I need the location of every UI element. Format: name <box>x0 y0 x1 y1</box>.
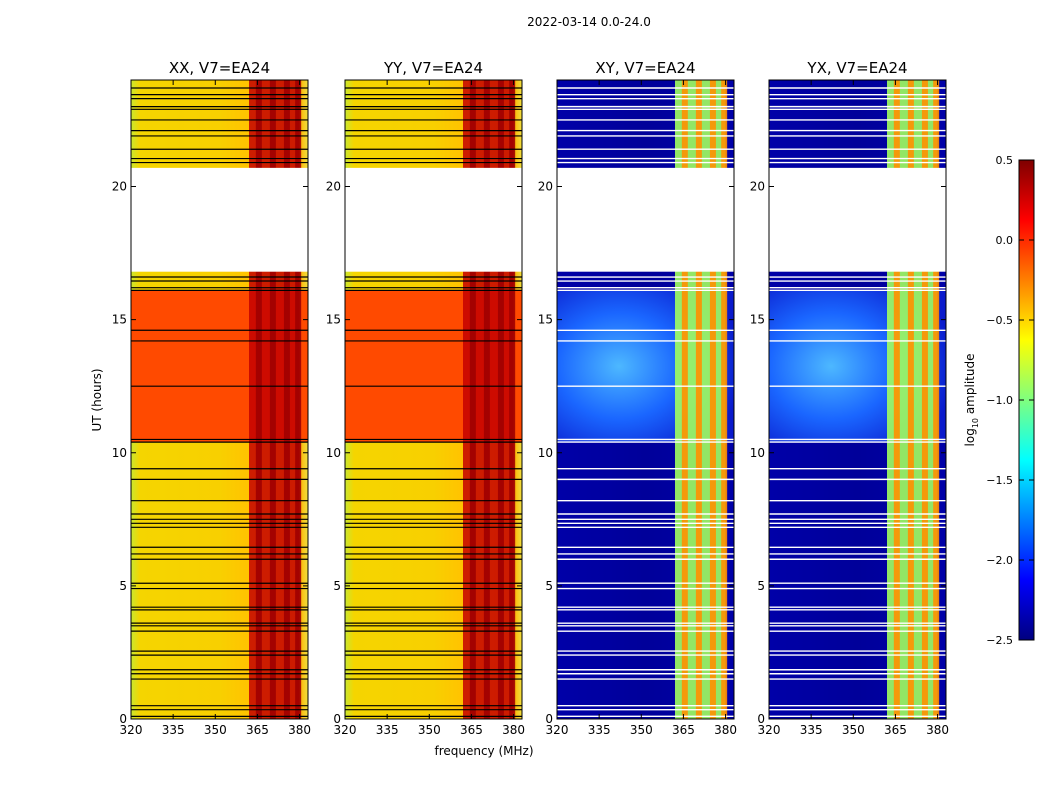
x-tick-label: 380 <box>714 723 737 737</box>
x-tick-label: 365 <box>884 723 907 737</box>
x-tick-label: 380 <box>926 723 949 737</box>
data-gap <box>131 167 308 272</box>
colorbar-tick-label: −1.0 <box>986 394 1013 407</box>
x-tick-label: 335 <box>376 723 399 737</box>
x-tick-label: 335 <box>588 723 611 737</box>
x-tick-label: 350 <box>842 723 865 737</box>
colorbar-ticks: 0.5 0.0 −0.5 −1.0 −1.5 −2.0 −2.5 <box>986 154 1034 647</box>
x-tick-label: 380 <box>502 723 525 737</box>
data-gap <box>345 167 522 272</box>
y-tick-label: 15 <box>750 313 765 327</box>
rfi-band-b <box>483 80 490 719</box>
rfi-band-d <box>933 80 940 719</box>
panel-frame <box>768 79 947 720</box>
colorbar-tick-label: −0.5 <box>986 314 1013 327</box>
rfi-band-a <box>681 80 688 719</box>
panel-frame <box>344 79 523 720</box>
colorbar-label: log10 amplitude <box>963 354 980 447</box>
rfi-band-a <box>469 80 476 719</box>
rfi-band-d <box>509 80 516 719</box>
data-gap <box>769 167 946 272</box>
panel-frame <box>130 79 309 720</box>
y-tick-label: 5 <box>545 579 553 593</box>
y-axis-label: UT (hours) <box>90 368 104 431</box>
x-tick-label: 365 <box>460 723 483 737</box>
x-tick-label: 335 <box>162 723 185 737</box>
data-gap <box>557 167 734 272</box>
x-tick-label: 320 <box>120 723 143 737</box>
rfi-band-b <box>269 80 276 719</box>
y-tick-label: 10 <box>538 446 553 460</box>
y-tick-label: 0 <box>119 712 127 726</box>
x-tick-label: 320 <box>546 723 569 737</box>
rfi-band-c <box>497 80 504 719</box>
x-tick-label: 350 <box>418 723 441 737</box>
y-tick-label: 5 <box>757 579 765 593</box>
panel-title: YX, V7=EA24 <box>806 59 907 77</box>
panel-frame <box>556 79 735 720</box>
y-tick-label: 10 <box>750 446 765 460</box>
y-tick-label: 0 <box>545 712 553 726</box>
panel-2: YY, V7=EA24 320 335 350 365 380 0 5 10 15 20 <box>326 59 525 737</box>
x-tick-label: 320 <box>334 723 357 737</box>
colorbar-label-rest: amplitude <box>963 354 977 418</box>
x-tick-label: 320 <box>758 723 781 737</box>
y-tick-label: 5 <box>119 579 127 593</box>
colorbar-tick-label: 0.5 <box>996 154 1014 167</box>
panel-image <box>557 80 734 719</box>
rfi-band-b <box>907 80 914 719</box>
panel-1: XX, V7=EA24 320 335 350 365 380 0 5 10 15 20 <box>112 59 311 737</box>
rfi-band-a <box>893 80 900 719</box>
rfi-band-c <box>283 80 290 719</box>
x-tick-label: 380 <box>288 723 311 737</box>
rfi-band-b <box>695 80 702 719</box>
y-tick-label: 15 <box>112 313 127 327</box>
y-tick-label: 20 <box>538 180 553 194</box>
panel-3: XY, V7=EA24 320 335 350 365 380 0 5 10 15 20 <box>538 59 737 737</box>
rfi-band-c <box>921 80 928 719</box>
y-tick-label: 20 <box>750 180 765 194</box>
y-tick-label: 0 <box>333 712 341 726</box>
x-axis-label: frequency (MHz) <box>434 744 533 758</box>
y-tick-label: 0 <box>757 712 765 726</box>
x-tick-label: 365 <box>246 723 269 737</box>
colorbar-tick-label: −1.5 <box>986 474 1013 487</box>
x-tick-label: 350 <box>204 723 227 737</box>
y-tick-label: 10 <box>112 446 127 460</box>
x-tick-label: 350 <box>630 723 653 737</box>
rfi-band-d <box>295 80 302 719</box>
y-tick-label: 15 <box>538 313 553 327</box>
rfi-band-c <box>709 80 716 719</box>
colorbar-tick-label: −2.0 <box>986 554 1013 567</box>
colorbar-tick-label: −2.5 <box>986 634 1013 647</box>
panel-title: YY, V7=EA24 <box>383 59 483 77</box>
rfi-band-a <box>255 80 262 719</box>
colorbar-tick-label: 0.0 <box>996 234 1014 247</box>
colorbar-label-sub: 10 <box>971 418 980 428</box>
panel-title: XY, V7=EA24 <box>595 59 695 77</box>
panel-4: YX, V7=EA24 320 335 350 365 380 0 5 10 15 20 <box>750 59 949 737</box>
figure-suptitle: 2022-03-14 0.0-24.0 <box>527 15 651 29</box>
y-tick-label: 15 <box>326 313 341 327</box>
y-tick-label: 20 <box>112 180 127 194</box>
panel-title: XX, V7=EA24 <box>169 59 270 77</box>
colorbar: 0.5 0.0 −0.5 −1.0 −1.5 −2.0 −2.5 log10 amplitu… <box>963 154 1035 647</box>
y-tick-label: 10 <box>326 446 341 460</box>
x-tick-label: 335 <box>800 723 823 737</box>
panel-image <box>345 80 522 719</box>
rfi-band-d <box>721 80 728 719</box>
panel-image <box>769 80 946 719</box>
y-tick-label: 20 <box>326 180 341 194</box>
x-tick-label: 365 <box>672 723 695 737</box>
y-tick-label: 5 <box>333 579 341 593</box>
panel-image <box>131 80 308 719</box>
